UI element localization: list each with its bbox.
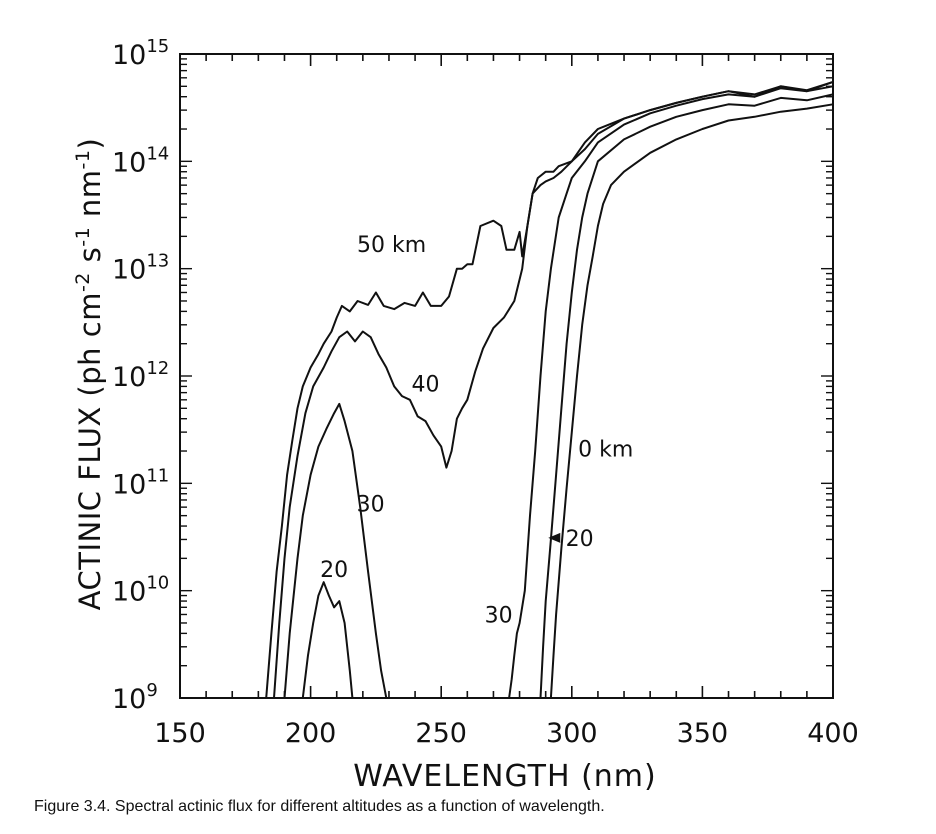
series-line-6 — [539, 93, 834, 699]
y-tick-exponent: 10 — [146, 573, 169, 594]
series-line-2 — [273, 80, 834, 699]
series-annotation: 20 — [320, 558, 348, 583]
minor-ticks — [179, 54, 834, 699]
y-tick-base: 10 — [112, 255, 146, 286]
series-annotation: 50 km — [357, 233, 426, 258]
y-axis-title-sup: -2 — [72, 272, 94, 292]
y-tick-base: 10 — [112, 147, 146, 178]
series-annotation: 40 — [412, 373, 440, 398]
y-tick-exponent: 12 — [146, 358, 169, 379]
y-tick-label: 109 — [112, 680, 158, 715]
y-tick-exponent: 15 — [146, 36, 169, 57]
plot-frame — [179, 53, 834, 699]
series-line-5 — [508, 85, 834, 699]
y-tick-label: 1011 — [112, 465, 169, 500]
y-tick-exponent: 9 — [146, 680, 157, 701]
series-line-7 — [549, 103, 834, 699]
annotation-arrow-head — [548, 532, 561, 543]
x-axis-title: WAVELENGTH (nm) — [353, 759, 656, 790]
y-tick-label: 1010 — [112, 573, 169, 608]
series-annotation: 0 km — [578, 438, 633, 463]
series-annotation: 20 — [566, 527, 594, 552]
y-tick-exponent: 14 — [146, 143, 169, 164]
plot-area — [179, 53, 834, 699]
y-axis-title-sup: -1 — [72, 150, 94, 170]
y-tick-label: 1012 — [112, 358, 169, 393]
x-tick-label: 350 — [677, 718, 729, 749]
figure-caption: Figure 3.4. Spectral actinic flux for di… — [34, 798, 605, 815]
y-axis-title-part: s — [73, 247, 107, 272]
y-axis-title-sup: -1 — [72, 227, 94, 247]
y-tick-label: 1013 — [112, 251, 169, 286]
y-tick-base: 10 — [112, 469, 146, 500]
y-axis-title: ACTINIC FLUX (ph cm-2 s-1 nm-1) — [72, 138, 107, 611]
series-line-3 — [283, 402, 388, 699]
series-layer — [265, 80, 834, 699]
y-axis-title-part: ) — [73, 138, 107, 150]
y-tick-base: 10 — [112, 40, 146, 71]
y-tick-exponent: 13 — [146, 251, 169, 272]
y-tick-label: 1015 — [112, 36, 169, 71]
y-tick-base: 10 — [112, 684, 146, 715]
series-annotation: 30 — [357, 492, 385, 517]
y-tick-label: 1014 — [112, 143, 169, 178]
x-ticks: 150 200 250 300 350 400 — [154, 718, 859, 749]
x-tick-label: 250 — [415, 718, 467, 749]
y-tick-exponent: 11 — [146, 465, 169, 486]
series-line-1 — [265, 80, 834, 699]
series-annotation: 30 — [485, 603, 513, 628]
y-tick-base: 10 — [112, 362, 146, 393]
annotation-layer: 50 km 40 30 20 30 0 km 20 — [320, 233, 633, 629]
y-tick-base: 10 — [112, 577, 146, 608]
series-line-4 — [301, 581, 354, 699]
x-tick-label: 300 — [546, 718, 598, 749]
x-tick-label: 200 — [285, 718, 337, 749]
y-axis-title-part: ACTINIC FLUX (ph cm — [73, 292, 107, 610]
x-tick-label: 400 — [807, 718, 859, 749]
chart: 150 200 250 300 350 400 109101010111012101310… — [72, 36, 859, 790]
y-axis-title-part: nm — [73, 169, 107, 226]
x-tick-label: 150 — [154, 718, 206, 749]
